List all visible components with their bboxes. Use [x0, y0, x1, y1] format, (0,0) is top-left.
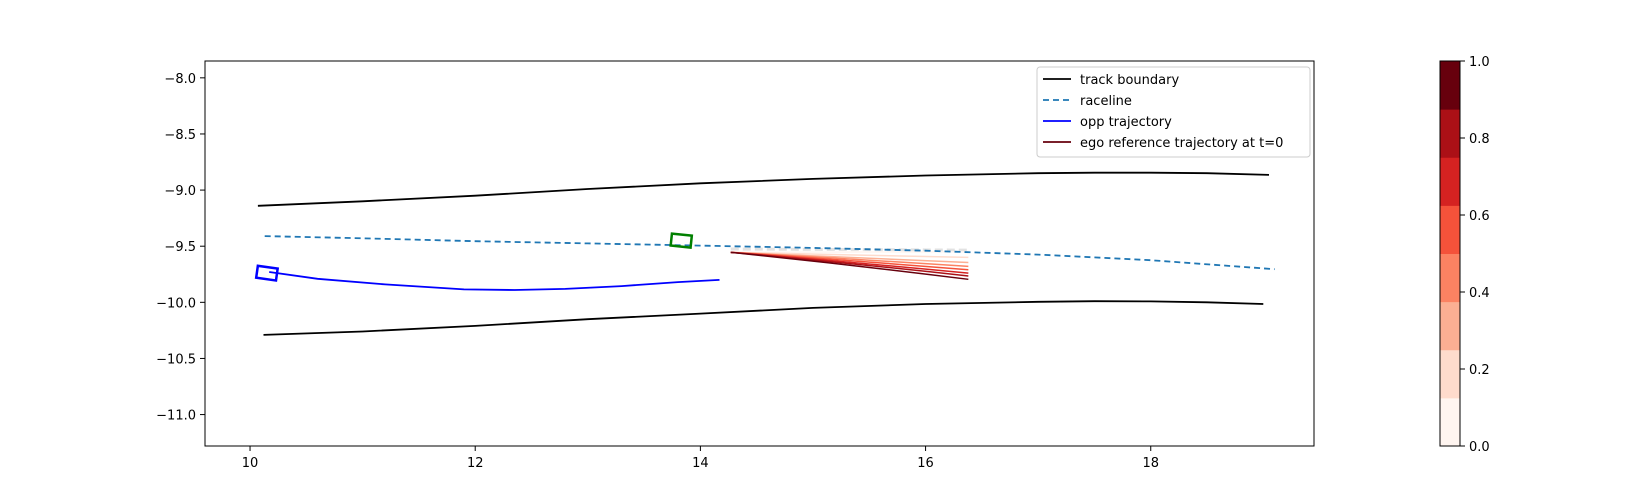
y-tick-label: −10.5 — [156, 352, 196, 367]
opp-vehicle-box — [254, 264, 280, 282]
y-tick-label: −8.5 — [164, 128, 196, 143]
y-tick-label: −11.0 — [156, 409, 196, 424]
ego-vehicle-box — [669, 232, 694, 249]
x-tick-label: 18 — [1142, 456, 1159, 471]
colorbar-tick-label: 0.8 — [1469, 132, 1490, 147]
y-tick-label: −10.0 — [156, 296, 196, 311]
legend-box — [1036, 66, 1311, 158]
colorbar-frame — [1439, 60, 1461, 447]
y-axis: −8.0 −8.5 −9.0 −9.5 −10.0 −10.5 −11.0 — [156, 72, 205, 424]
colorbar-bin — [1440, 109, 1460, 158]
legend-label: track boundary — [1080, 73, 1179, 88]
opp-trajectory-line — [269, 271, 720, 291]
colorbar-tick-label: 0.0 — [1469, 440, 1490, 455]
track-boundary-line — [263, 300, 1264, 336]
ego-prediction-line — [730, 251, 969, 254]
plot-area — [254, 171, 1275, 336]
colorbar-bin — [1440, 301, 1460, 351]
x-axis: 10 12 14 16 18 — [242, 446, 1159, 471]
x-tick-label: 10 — [242, 456, 259, 471]
legend: track boundary raceline opp trajectory ego … — [1036, 66, 1311, 158]
plot-frame — [204, 60, 1315, 447]
colorbar-bin — [1440, 61, 1460, 110]
colorbar-bin — [1440, 157, 1460, 206]
colorbar-tick-label: 1.0 — [1469, 55, 1490, 70]
colorbar-bin — [1440, 205, 1460, 254]
colorbar-bin — [1440, 397, 1460, 447]
x-tick-label: 16 — [917, 456, 934, 471]
legend-label: raceline — [1080, 94, 1132, 109]
track-boundary-line — [257, 171, 1270, 207]
x-tick-label: 14 — [692, 456, 709, 471]
y-tick-label: −8.0 — [164, 72, 196, 87]
legend-label: opp trajectory — [1080, 115, 1172, 130]
colorbar-tick-label: 0.6 — [1469, 209, 1490, 224]
raceline-line — [264, 235, 1275, 271]
ego-prediction-line — [730, 251, 969, 281]
y-tick-label: −9.5 — [164, 240, 196, 255]
colorbar-tick-label: 0.4 — [1469, 286, 1490, 301]
colorbar: 0.0 0.2 0.4 0.6 0.8 1.0 — [1439, 55, 1490, 455]
y-tick-label: −9.0 — [164, 184, 196, 199]
colorbar-bin — [1440, 349, 1460, 399]
colorbar-tick-label: 0.2 — [1469, 363, 1490, 378]
x-tick-label: 12 — [467, 456, 484, 471]
legend-label: ego reference trajectory at t=0 — [1080, 136, 1283, 151]
colorbar-bin — [1440, 253, 1460, 303]
